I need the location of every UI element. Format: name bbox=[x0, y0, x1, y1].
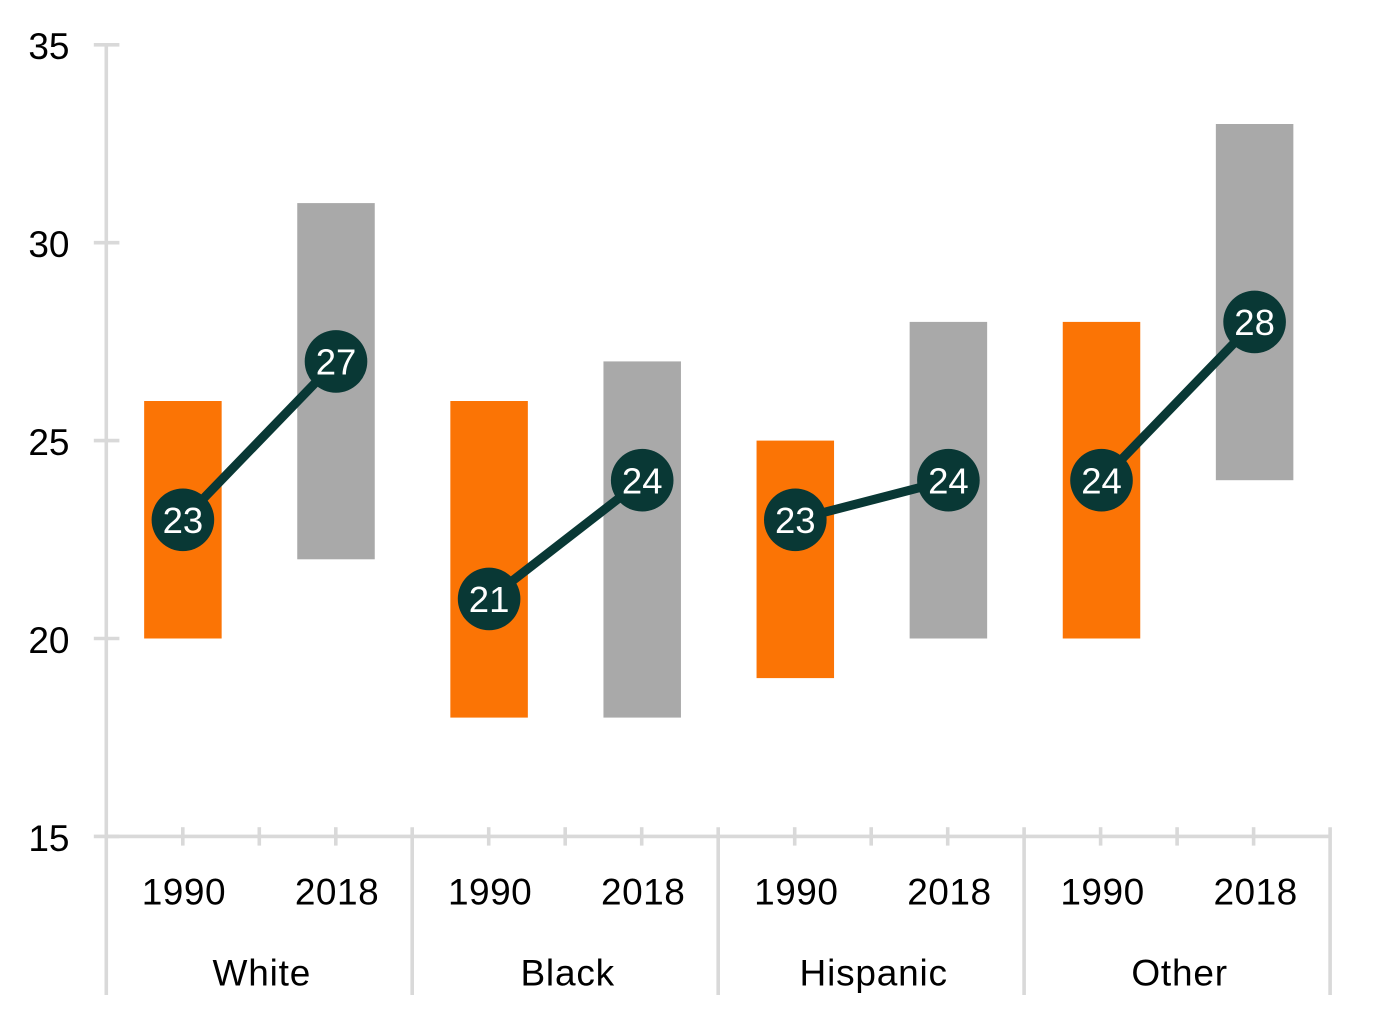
svg-text:Other: Other bbox=[1131, 953, 1228, 994]
svg-text:1990: 1990 bbox=[448, 872, 532, 913]
svg-text:1990: 1990 bbox=[1060, 872, 1144, 913]
svg-text:White: White bbox=[213, 953, 312, 994]
svg-text:20: 20 bbox=[28, 620, 69, 661]
svg-text:24: 24 bbox=[622, 461, 663, 502]
svg-text:24: 24 bbox=[928, 461, 969, 502]
svg-text:2018: 2018 bbox=[295, 872, 379, 913]
svg-text:28: 28 bbox=[1234, 302, 1275, 343]
svg-text:27: 27 bbox=[316, 342, 357, 383]
svg-text:35: 35 bbox=[28, 26, 69, 67]
svg-text:21: 21 bbox=[469, 579, 510, 620]
svg-text:23: 23 bbox=[775, 500, 816, 541]
svg-text:15: 15 bbox=[28, 818, 69, 859]
svg-text:1990: 1990 bbox=[142, 872, 226, 913]
svg-text:1990: 1990 bbox=[754, 872, 838, 913]
svg-text:Black: Black bbox=[520, 953, 614, 994]
svg-text:24: 24 bbox=[1081, 461, 1122, 502]
svg-text:23: 23 bbox=[163, 500, 204, 541]
svg-text:30: 30 bbox=[28, 224, 69, 265]
svg-text:Hispanic: Hispanic bbox=[800, 953, 948, 994]
svg-text:25: 25 bbox=[28, 422, 69, 463]
svg-text:2018: 2018 bbox=[601, 872, 685, 913]
svg-text:2018: 2018 bbox=[1213, 872, 1297, 913]
svg-text:2018: 2018 bbox=[907, 872, 991, 913]
